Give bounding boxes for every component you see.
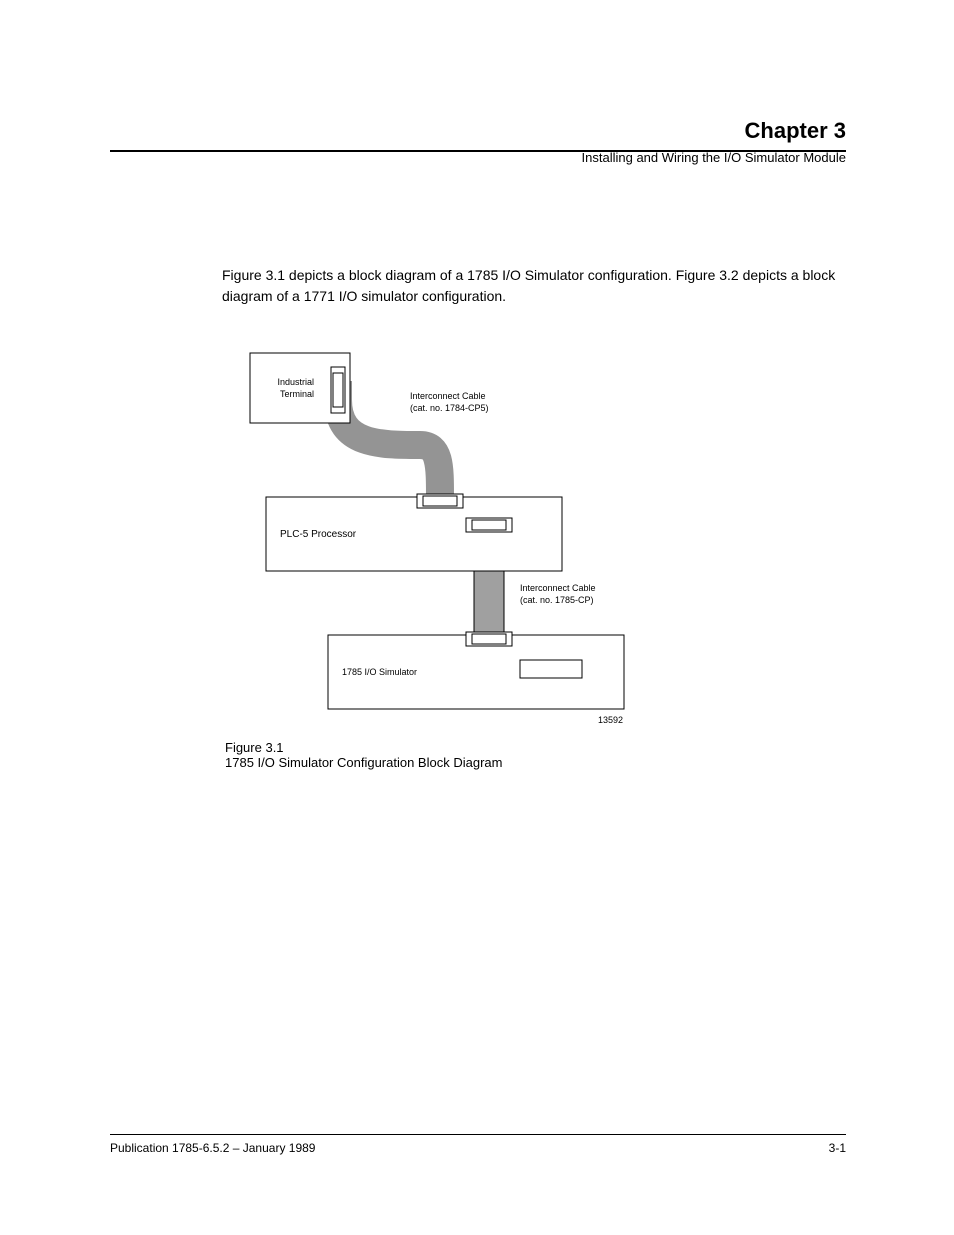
footer-left: Publication 1785-6.5.2 – January 1989 [110,1141,315,1155]
plc5-port-side-inner [472,520,506,530]
figure-caption-line1: Figure 3.1 [225,740,502,755]
diagram-svg: Industrial Terminal PLC-5 Processor 1785… [225,345,725,765]
figure-caption: Figure 3.1 1785 I/O Simulator Configurat… [225,740,502,770]
page-subtitle: Installing and Wiring the I/O Simulator … [582,150,846,165]
io-simulator-label: 1785 I/O Simulator [342,667,417,677]
page-footer: Publication 1785-6.5.2 – January 1989 3-… [110,1134,846,1155]
cable-2-label: Interconnect Cable (cat. no. 1785-CP) [520,583,598,605]
page: Chapter 3 Installing and Wiring the I/O … [0,0,954,1235]
cable-1-label: Interconnect Cable (cat. no. 1784-CP5) [410,391,489,413]
intro-paragraph: Figure 3.1 depicts a block diagram of a … [222,265,844,307]
footer-right: 3-1 [829,1141,846,1155]
chapter-title: Chapter 3 [110,118,846,152]
plc5-processor-label: PLC-5 Processor [280,529,357,540]
figure-caption-line2: 1785 I/O Simulator Configuration Block D… [225,755,502,770]
plc5-port-top-inner [423,496,457,506]
simulator-port-top-inner [472,634,506,644]
terminal-port-inner [333,373,343,407]
simulator-small-port [520,660,582,678]
figure-corner-number: 13592 [598,715,623,725]
figure-diagram: Industrial Terminal PLC-5 Processor 1785… [225,345,725,765]
page-header: Chapter 3 [110,118,846,152]
